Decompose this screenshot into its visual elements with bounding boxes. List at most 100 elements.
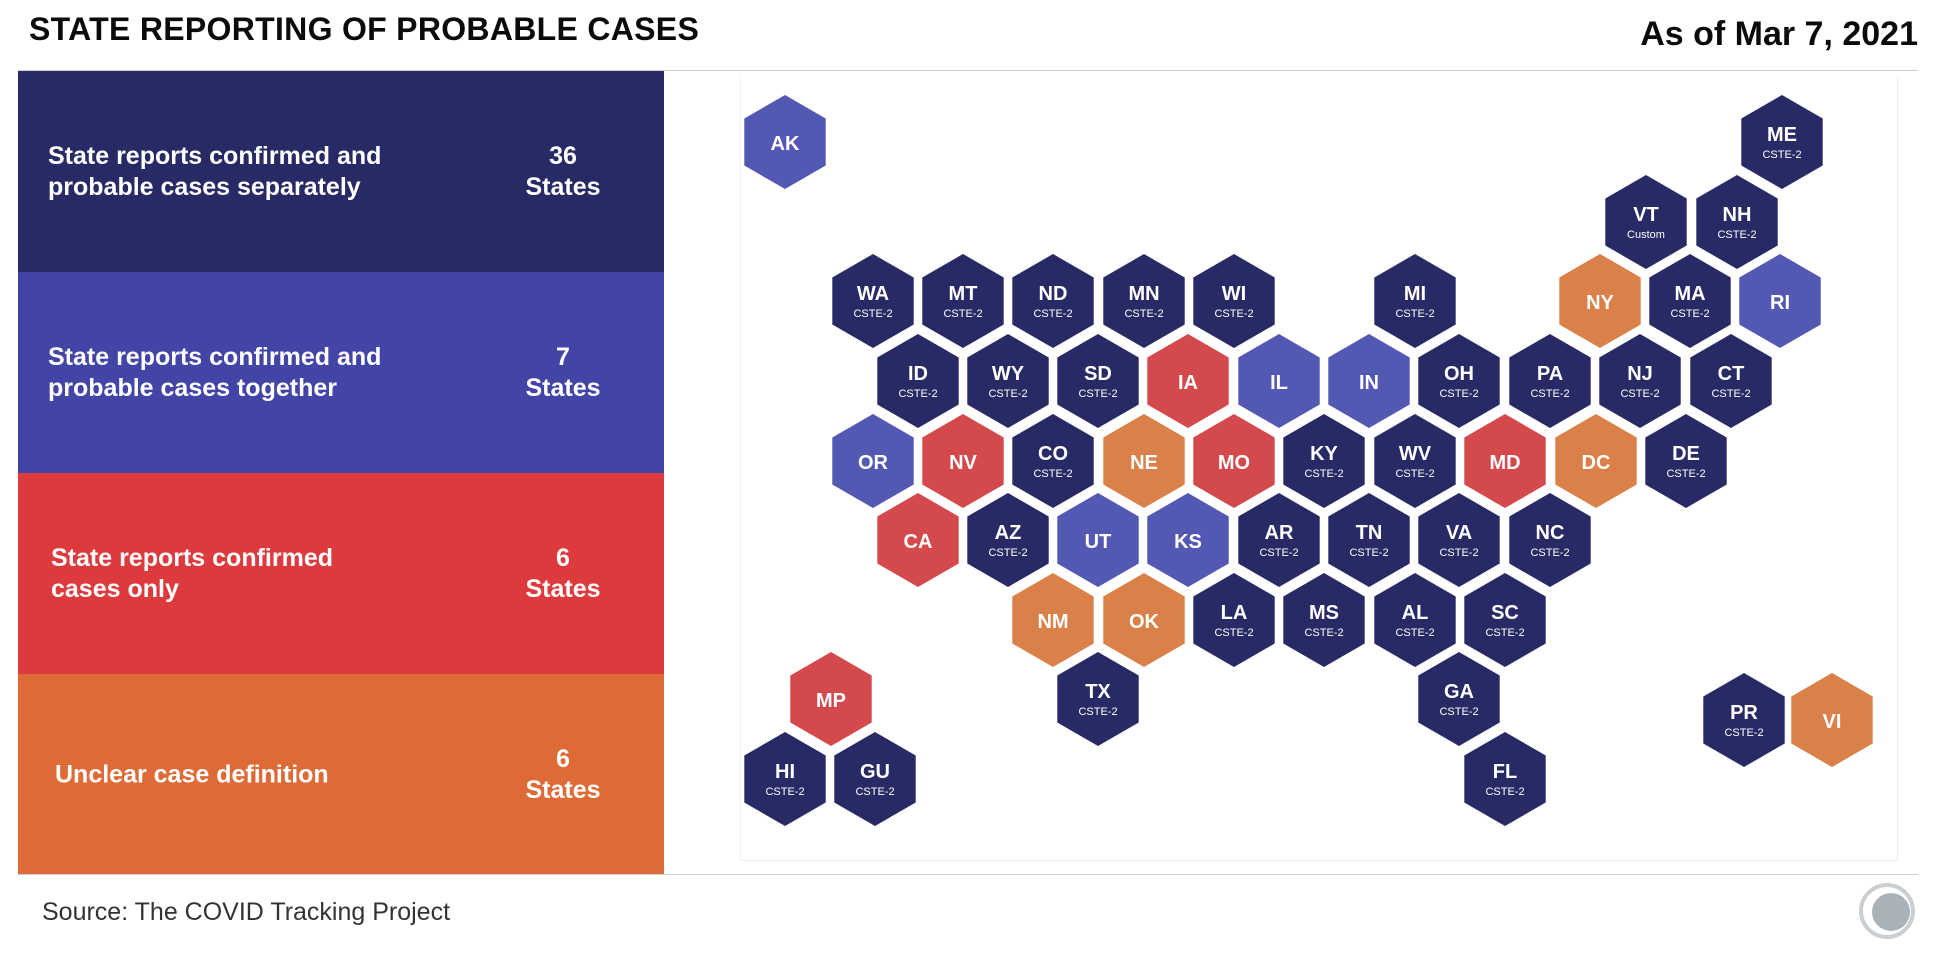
state-hexagon: [1374, 254, 1456, 348]
state-hexagon: [1791, 673, 1873, 767]
state-abbr-label: SC: [1491, 602, 1519, 624]
state-abbr-label: AK: [771, 133, 800, 155]
source-note: Source: The COVID Tracking Project: [42, 898, 451, 926]
state-tile-md: MD: [1464, 414, 1546, 508]
as-of-date: As of Mar 7, 2021: [1640, 15, 1918, 53]
state-hexagon: [1559, 254, 1641, 348]
state-hexagon: [967, 493, 1049, 587]
state-abbr-label: NC: [1536, 522, 1565, 544]
state-hexagon: [1690, 334, 1772, 428]
legend-count-unit: States: [525, 574, 601, 603]
top-divider: [18, 70, 1918, 71]
state-tile-nc: NC CSTE-2: [1509, 493, 1591, 587]
state-abbr-label: NV: [949, 452, 977, 474]
state-hexagon: [1238, 334, 1320, 428]
state-abbr-label: ID: [908, 363, 928, 385]
bottom-divider: [18, 874, 1918, 875]
state-abbr-label: NH: [1723, 204, 1752, 226]
state-definition-label: CSTE-2: [765, 786, 804, 798]
state-tile-nd: ND CSTE-2: [1012, 254, 1094, 348]
state-hexagon: [1418, 652, 1500, 746]
state-abbr-label: VT: [1633, 204, 1659, 226]
state-tile-mn: MN CSTE-2: [1103, 254, 1185, 348]
state-definition-label: CSTE-2: [1395, 468, 1434, 480]
legend-count: 36 States: [488, 141, 638, 203]
state-hexagon: [1741, 95, 1823, 189]
legend-count: 6 States: [488, 543, 638, 605]
legend-label: State reports confirmed and probable cas…: [48, 141, 448, 203]
state-definition-label: CSTE-2: [1439, 706, 1478, 718]
state-abbr-label: IN: [1359, 372, 1379, 394]
state-tile-vt: VT Custom: [1605, 175, 1687, 269]
state-definition-label: CSTE-2: [1530, 388, 1569, 400]
state-hexagon: [1605, 175, 1687, 269]
state-tile-ca: CA: [877, 493, 959, 587]
state-hexagon: [1283, 573, 1365, 667]
state-tile-ky: KY CSTE-2: [1283, 414, 1365, 508]
state-abbr-label: WI: [1222, 283, 1246, 305]
state-definition-label: CSTE-2: [1620, 388, 1659, 400]
state-hexagon: [1057, 334, 1139, 428]
state-hexagon: [1599, 334, 1681, 428]
state-tile-il: IL: [1238, 334, 1320, 428]
state-abbr-label: KS: [1174, 531, 1202, 553]
state-definition-label: CSTE-2: [1304, 627, 1343, 639]
state-definition-label: CSTE-2: [1711, 388, 1750, 400]
state-abbr-label: ND: [1039, 283, 1068, 305]
state-hexagon: [1374, 573, 1456, 667]
state-tile-nj: NJ CSTE-2: [1599, 334, 1681, 428]
state-abbr-label: CO: [1038, 443, 1068, 465]
state-abbr-label: PA: [1537, 363, 1563, 385]
state-hexagon: [1374, 414, 1456, 508]
state-abbr-label: NJ: [1627, 363, 1653, 385]
state-abbr-label: IA: [1178, 372, 1198, 394]
state-hexagon: [832, 414, 914, 508]
state-tile-tx: TX CSTE-2: [1057, 652, 1139, 746]
state-hexagon: [1739, 254, 1821, 348]
state-tile-or: OR: [832, 414, 914, 508]
state-hexagon: [1012, 254, 1094, 348]
state-hexagon: [1328, 334, 1410, 428]
state-tile-mt: MT CSTE-2: [922, 254, 1004, 348]
hex-tile-map: AK ME CSTE-2 VT Custom NH CSTE-2 WA CSTE-2 MT CSTE…: [744, 95, 1873, 826]
state-hexagon: [967, 334, 1049, 428]
state-abbr-label: MT: [949, 283, 978, 305]
state-tile-fl: FL CSTE-2: [1464, 732, 1546, 826]
state-abbr-label: PR: [1730, 702, 1758, 724]
state-hexagon: [877, 334, 959, 428]
state-hexagon: [1464, 414, 1546, 508]
state-abbr-label: MP: [816, 690, 846, 712]
state-hexagon: [1328, 493, 1410, 587]
legend-label-line: cases only: [51, 574, 179, 603]
state-definition-label: CSTE-2: [898, 388, 937, 400]
legend-panel: State reports confirmed and probable cas…: [18, 71, 664, 875]
state-tile-ms: MS CSTE-2: [1283, 573, 1365, 667]
state-hexagon: [922, 414, 1004, 508]
state-tile-pa: PA CSTE-2: [1509, 334, 1591, 428]
state-abbr-label: NE: [1130, 452, 1158, 474]
legend-count-number: 36: [549, 141, 577, 170]
state-definition-label: CSTE-2: [1033, 468, 1072, 480]
state-abbr-label: WA: [857, 283, 889, 305]
state-hexagon: [1057, 652, 1139, 746]
state-tile-ok: OK: [1103, 573, 1185, 667]
state-definition-label: CSTE-2: [1485, 786, 1524, 798]
state-abbr-label: ME: [1767, 124, 1797, 146]
state-definition-label: CSTE-2: [1304, 468, 1343, 480]
state-abbr-label: GU: [860, 761, 890, 783]
state-hexagon: [1696, 175, 1778, 269]
state-tile-ri: RI: [1739, 254, 1821, 348]
state-abbr-label: RI: [1770, 292, 1790, 314]
state-hexagon: [1703, 673, 1785, 767]
state-definition-label: CSTE-2: [1670, 308, 1709, 320]
state-definition-label: CSTE-2: [1124, 308, 1163, 320]
state-tile-vi: VI: [1791, 673, 1873, 767]
state-definition-label: CSTE-2: [1439, 388, 1478, 400]
state-definition-label: CSTE-2: [1439, 547, 1478, 559]
legend-item-unclear: Unclear case definition 6 States: [18, 674, 664, 875]
state-hexagon: [922, 254, 1004, 348]
state-hexagon: [790, 652, 872, 746]
state-abbr-label: OR: [858, 452, 889, 474]
state-abbr-label: IL: [1270, 372, 1288, 394]
state-tile-ak: AK: [744, 95, 826, 189]
